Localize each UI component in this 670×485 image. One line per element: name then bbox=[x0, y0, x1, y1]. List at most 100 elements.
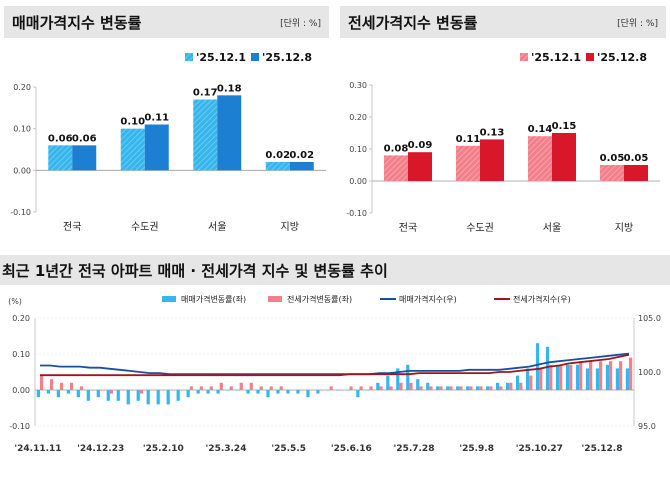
trend-lease-index-line bbox=[40, 353, 630, 377]
trend-lease-bar bbox=[239, 382, 243, 390]
trend-sale-bar bbox=[96, 390, 100, 398]
lease-data-label: 0.05 bbox=[624, 153, 649, 164]
trend-panel-header: 최근 1년간 전국 아파트 매매 · 전세가격 지수 및 변동률 추이 bbox=[0, 255, 670, 285]
trend-sale-bar bbox=[555, 364, 560, 390]
trend-sale-bar bbox=[66, 390, 70, 394]
lease-legend-label: '25.12.1 bbox=[531, 51, 581, 64]
trend-lease-bar bbox=[329, 386, 333, 390]
trend-lease-bar bbox=[269, 386, 273, 390]
sale-category-label: 수도권 bbox=[131, 221, 159, 233]
trend-sale-bar bbox=[276, 390, 280, 394]
trend-sale-bar bbox=[486, 386, 490, 390]
trend-sale-bar bbox=[605, 364, 610, 390]
trend-lease-bar bbox=[509, 382, 513, 390]
trend-lease-bar bbox=[399, 382, 403, 390]
trend-lease-bar bbox=[59, 382, 64, 390]
trend-sale-bar bbox=[146, 390, 150, 405]
trend-right-tick-label: 95.0 bbox=[638, 422, 656, 431]
trend-sale-bar bbox=[206, 390, 210, 394]
trend-lease-bar bbox=[589, 361, 593, 390]
lease-ytick-label: 0.00 bbox=[349, 177, 367, 186]
trend-panel-title: 최근 1년간 전국 아파트 매매 · 전세가격 지수 및 변동률 추이 bbox=[2, 262, 388, 280]
trend-lease-bar bbox=[609, 361, 613, 390]
trend-sale-bar bbox=[436, 386, 440, 390]
lease-bar bbox=[528, 136, 552, 181]
lease-panel-header: 전세가격지수 변동률 [단위 : %] bbox=[340, 6, 666, 38]
trend-sale-bar bbox=[575, 364, 580, 390]
sale-data-label: 0.18 bbox=[217, 83, 242, 94]
sale-bar bbox=[265, 162, 290, 171]
trend-sale-bar bbox=[366, 390, 370, 391]
trend-lease-bar bbox=[69, 382, 74, 390]
trend-lease-bar bbox=[129, 390, 134, 391]
trend-lease-bar bbox=[209, 386, 213, 390]
trend-sale-bar bbox=[466, 386, 470, 390]
trend-sale-bar bbox=[136, 390, 140, 401]
trend-sale-bar bbox=[356, 390, 360, 398]
trend-sale-bar bbox=[496, 382, 500, 390]
lease-data-label: 0.11 bbox=[456, 134, 481, 145]
trend-x-tick-label: '25.2.10 bbox=[143, 444, 184, 454]
trend-left-tick-label: 0.00 bbox=[12, 386, 30, 395]
sale-ytick-label: 0.00 bbox=[13, 166, 31, 175]
lease-ytick-label: 0.10 bbox=[349, 145, 367, 154]
trend-sale-bar bbox=[386, 375, 390, 390]
lease-data-label: 0.09 bbox=[408, 140, 433, 151]
trend-sale-bar bbox=[525, 368, 530, 390]
trend-sale-bar bbox=[316, 390, 320, 394]
trend-lease-bar bbox=[489, 386, 493, 390]
sale-ytick-label: 0.10 bbox=[13, 125, 31, 134]
trend-lease-bar bbox=[299, 390, 303, 391]
sale-category-label: 지방 bbox=[281, 221, 299, 233]
trend-lease-bar bbox=[199, 386, 203, 390]
sale-legend-swatch bbox=[251, 53, 259, 61]
sale-bar bbox=[289, 162, 314, 171]
trend-lease-bar bbox=[119, 390, 124, 391]
trend-sale-bar bbox=[456, 386, 460, 390]
trend-sale-bar bbox=[76, 390, 80, 398]
trend-lease-bar bbox=[319, 390, 323, 391]
trend-legend-swatch bbox=[268, 296, 282, 302]
trend-lease-bar bbox=[629, 357, 633, 390]
trend-lease-bar bbox=[79, 386, 84, 390]
sale-category-label: 전국 bbox=[63, 221, 81, 233]
lease-data-label: 0.08 bbox=[384, 143, 409, 154]
sale-legend-label: '25.12.1 bbox=[196, 51, 246, 64]
lease-panel-unit: [단위 : %] bbox=[617, 19, 658, 29]
trend-sale-bar bbox=[286, 390, 290, 394]
trend-sale-bar bbox=[56, 390, 60, 398]
trend-lease-bar bbox=[359, 386, 363, 390]
lease-legend-swatch bbox=[586, 53, 594, 61]
trend-sale-bar bbox=[326, 390, 330, 391]
trend-x-tick-label: '25.3.24 bbox=[206, 444, 247, 454]
trend-sale-bar bbox=[156, 390, 160, 405]
lease-category-label: 지방 bbox=[615, 222, 633, 234]
trend-sale-bar bbox=[166, 390, 170, 405]
trend-sale-bar bbox=[246, 390, 250, 394]
trend-sale-index-line bbox=[40, 352, 630, 376]
trend-left-tick-label: 0.10 bbox=[12, 350, 30, 359]
trend-sale-bar bbox=[186, 390, 190, 398]
trend-legend-label: 전세가격지수(우) bbox=[513, 294, 571, 304]
trend-sale-bar bbox=[176, 390, 180, 401]
lease-legend-label: '25.12.8 bbox=[597, 51, 647, 64]
lease-data-label: 0.15 bbox=[552, 121, 577, 132]
lease-bar bbox=[552, 133, 576, 181]
sale-category-label: 서울 bbox=[208, 221, 226, 233]
trend-lease-bar bbox=[579, 361, 583, 390]
trend-lease-bar bbox=[309, 390, 313, 391]
sale-data-label: 0.10 bbox=[120, 117, 145, 128]
trend-sale-bar bbox=[585, 368, 590, 390]
trend-lease-bar bbox=[549, 364, 553, 390]
trend-x-tick-label: '25.9.8 bbox=[459, 444, 494, 454]
trend-lease-bar bbox=[159, 390, 163, 391]
trend-legend-label: 전세가격변동률(좌) bbox=[287, 294, 352, 304]
trend-lease-bar bbox=[229, 386, 233, 390]
sale-ytick-label: 0.20 bbox=[13, 83, 31, 92]
trend-sale-bar bbox=[625, 368, 630, 390]
trend-sale-bar bbox=[36, 390, 40, 398]
trend-lease-bar bbox=[99, 390, 104, 391]
trend-lease-bar bbox=[89, 390, 94, 391]
trend-sale-bar bbox=[306, 390, 310, 398]
sale-bar bbox=[144, 124, 169, 171]
